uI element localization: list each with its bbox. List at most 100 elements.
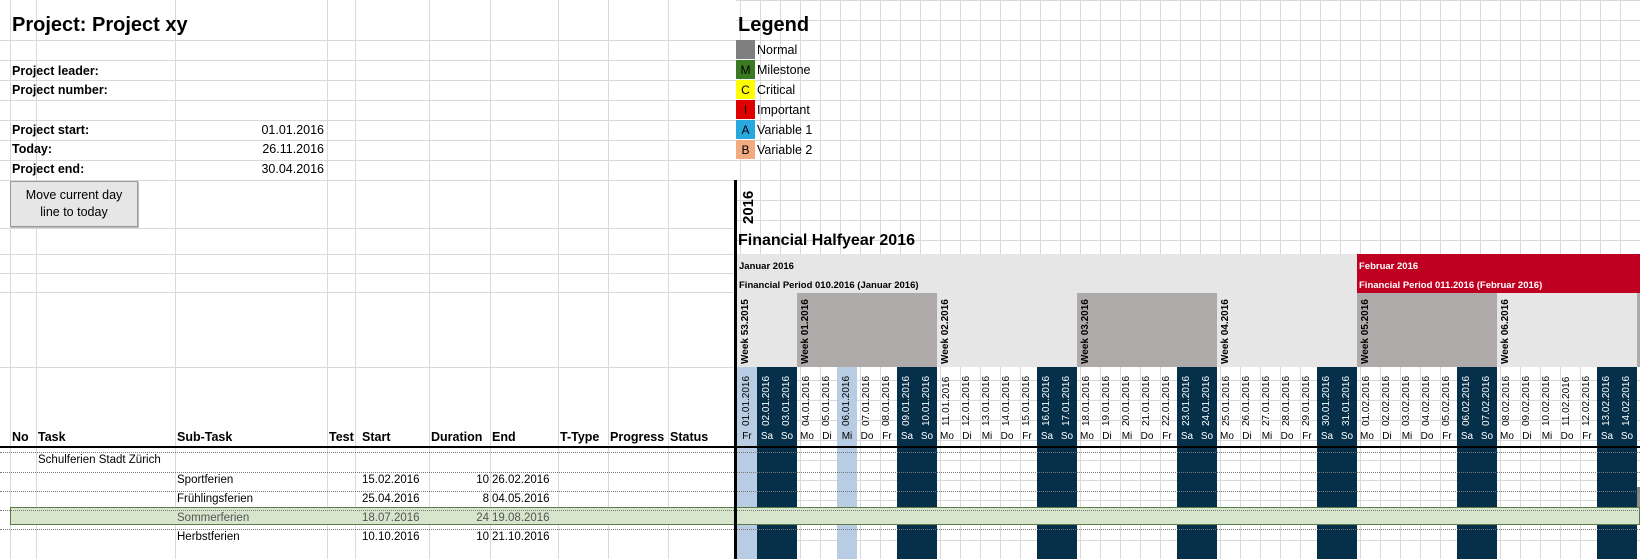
day-of-week: Sa — [1600, 431, 1614, 442]
date-label: 09.01.2016 — [901, 375, 912, 426]
week-block — [1637, 293, 1640, 367]
month-name: Februar 2016 — [1359, 261, 1419, 272]
date-label: 02.02.2016 — [1381, 375, 1392, 426]
week-block — [1217, 293, 1357, 367]
date-label: 01.02.2016 — [1361, 375, 1372, 426]
move-current-day-button[interactable]: Move current day line to today — [10, 181, 138, 227]
day-of-week: Sa — [1180, 431, 1194, 442]
date-label: 06.02.2016 — [1461, 375, 1472, 426]
legend-swatch: A — [736, 120, 755, 139]
end-cell[interactable]: 26.02.2016 — [492, 474, 550, 486]
day-of-week: Fr — [1162, 431, 1172, 442]
project-start-label: Project start: — [12, 123, 90, 137]
day-of-week: Fr — [1442, 431, 1452, 442]
legend-label: Important — [757, 103, 810, 117]
row-line — [0, 80, 736, 81]
start-cell[interactable]: 25.04.2016 — [362, 493, 420, 505]
col-line — [327, 0, 328, 559]
subtask-cell[interactable]: Herbstferien — [177, 531, 240, 543]
day-of-week: Mo — [1500, 431, 1514, 442]
week-block — [937, 293, 1077, 367]
legend-label: Normal — [757, 43, 798, 57]
end-cell[interactable]: 04.05.2016 — [492, 493, 550, 505]
day-of-week: Mi — [1121, 431, 1133, 442]
header-status: Status — [670, 430, 709, 444]
task-bar[interactable] — [1637, 487, 1640, 507]
day-of-week: Di — [1242, 431, 1252, 442]
day-of-week: Mi — [1401, 431, 1413, 442]
week-label: Week 02.2016 — [940, 299, 951, 364]
day-of-week: Mo — [1220, 431, 1234, 442]
day-of-week: Do — [1560, 431, 1574, 442]
date-label: 09.02.2016 — [1521, 375, 1532, 426]
header-progress: Progress — [610, 430, 665, 444]
legend-label: Critical — [757, 83, 796, 97]
timeline-separator — [734, 180, 737, 559]
date-label: 26.01.2016 — [1241, 375, 1252, 426]
date-label: 01.01.2016 — [741, 375, 752, 426]
end-cell[interactable]: 19.08.2016 — [492, 512, 550, 524]
day-of-week: So — [1060, 431, 1074, 442]
month-band: Januar 2016 Financial Period 010.2016 (Ja… — [737, 254, 1357, 293]
header-end: End — [492, 430, 516, 444]
day-of-week: Fr — [1302, 431, 1312, 442]
day-of-week: Di — [1382, 431, 1392, 442]
header-test: Test — [329, 430, 354, 444]
date-label: 13.02.2016 — [1601, 375, 1612, 426]
start-cell[interactable]: 10.10.2016 — [362, 531, 420, 543]
duration-cell[interactable]: 24 — [476, 512, 489, 524]
day-of-week: So — [1620, 431, 1634, 442]
date-label: 12.02.2016 — [1581, 375, 1592, 426]
duration-cell[interactable]: 10 — [476, 531, 489, 543]
day-of-week: Sa — [760, 431, 774, 442]
day-of-week: Di — [1522, 431, 1532, 442]
date-label: 27.01.2016 — [1261, 375, 1272, 426]
date-label: 30.01.2016 — [1321, 375, 1332, 426]
header-task: Task — [38, 430, 66, 444]
day-of-week: Do — [860, 431, 874, 442]
day-of-week: So — [780, 431, 794, 442]
duration-cell[interactable]: 10 — [476, 474, 489, 486]
project-start-value[interactable]: 01.01.2016 — [261, 123, 324, 137]
today-value[interactable]: 26.11.2016 — [262, 142, 324, 156]
day-of-week: Di — [1102, 431, 1112, 442]
date-label: 19.01.2016 — [1101, 375, 1112, 426]
day-of-week: Fr — [1022, 431, 1032, 442]
subtask-cell[interactable]: Sportferien — [177, 474, 234, 486]
start-cell[interactable]: 18.07.2016 — [362, 512, 420, 524]
start-cell[interactable]: 15.02.2016 — [362, 474, 420, 486]
row-line — [0, 40, 736, 41]
financial-period: Financial Period 011.2016 (Februar 2016) — [1359, 280, 1543, 291]
day-of-week: Do — [1140, 431, 1154, 442]
week-label: Week 03.2016 — [1080, 299, 1091, 364]
day-of-week: Fr — [882, 431, 892, 442]
day-of-week: Mo — [800, 431, 814, 442]
week-block — [1497, 293, 1637, 367]
day-of-week: Sa — [900, 431, 914, 442]
project-end-value[interactable]: 30.04.2016 — [261, 162, 324, 176]
duration-cell[interactable]: 8 — [482, 493, 489, 505]
week-label: Week 06.2016 — [1500, 299, 1511, 364]
row-line — [0, 367, 736, 368]
date-label: 08.01.2016 — [881, 375, 892, 426]
header-no: No — [12, 430, 29, 444]
group-task[interactable]: Schulferien Stadt Zürich — [38, 454, 161, 466]
day-of-week: Mi — [981, 431, 993, 442]
subtask-cell[interactable]: Frühlingsferien — [177, 493, 254, 505]
row-line — [0, 140, 736, 141]
week-label: Week 04.2016 — [1220, 299, 1231, 364]
week-label: Week 53.2015 — [740, 299, 751, 364]
row-line — [0, 180, 736, 181]
row-line — [0, 100, 736, 101]
left-panel-background — [0, 0, 736, 559]
date-label: 05.02.2016 — [1441, 375, 1452, 426]
project-leader-label: Project leader: — [12, 64, 99, 78]
row-line — [0, 292, 736, 293]
day-of-week: Mo — [1080, 431, 1094, 442]
date-label: 17.01.2016 — [1061, 375, 1072, 426]
day-of-week: Di — [822, 431, 832, 442]
date-label: 16.01.2016 — [1041, 375, 1052, 426]
subtask-cell[interactable]: Sommerferien — [177, 512, 250, 524]
end-cell[interactable]: 21.10.2016 — [492, 531, 550, 543]
day-of-week: So — [920, 431, 934, 442]
